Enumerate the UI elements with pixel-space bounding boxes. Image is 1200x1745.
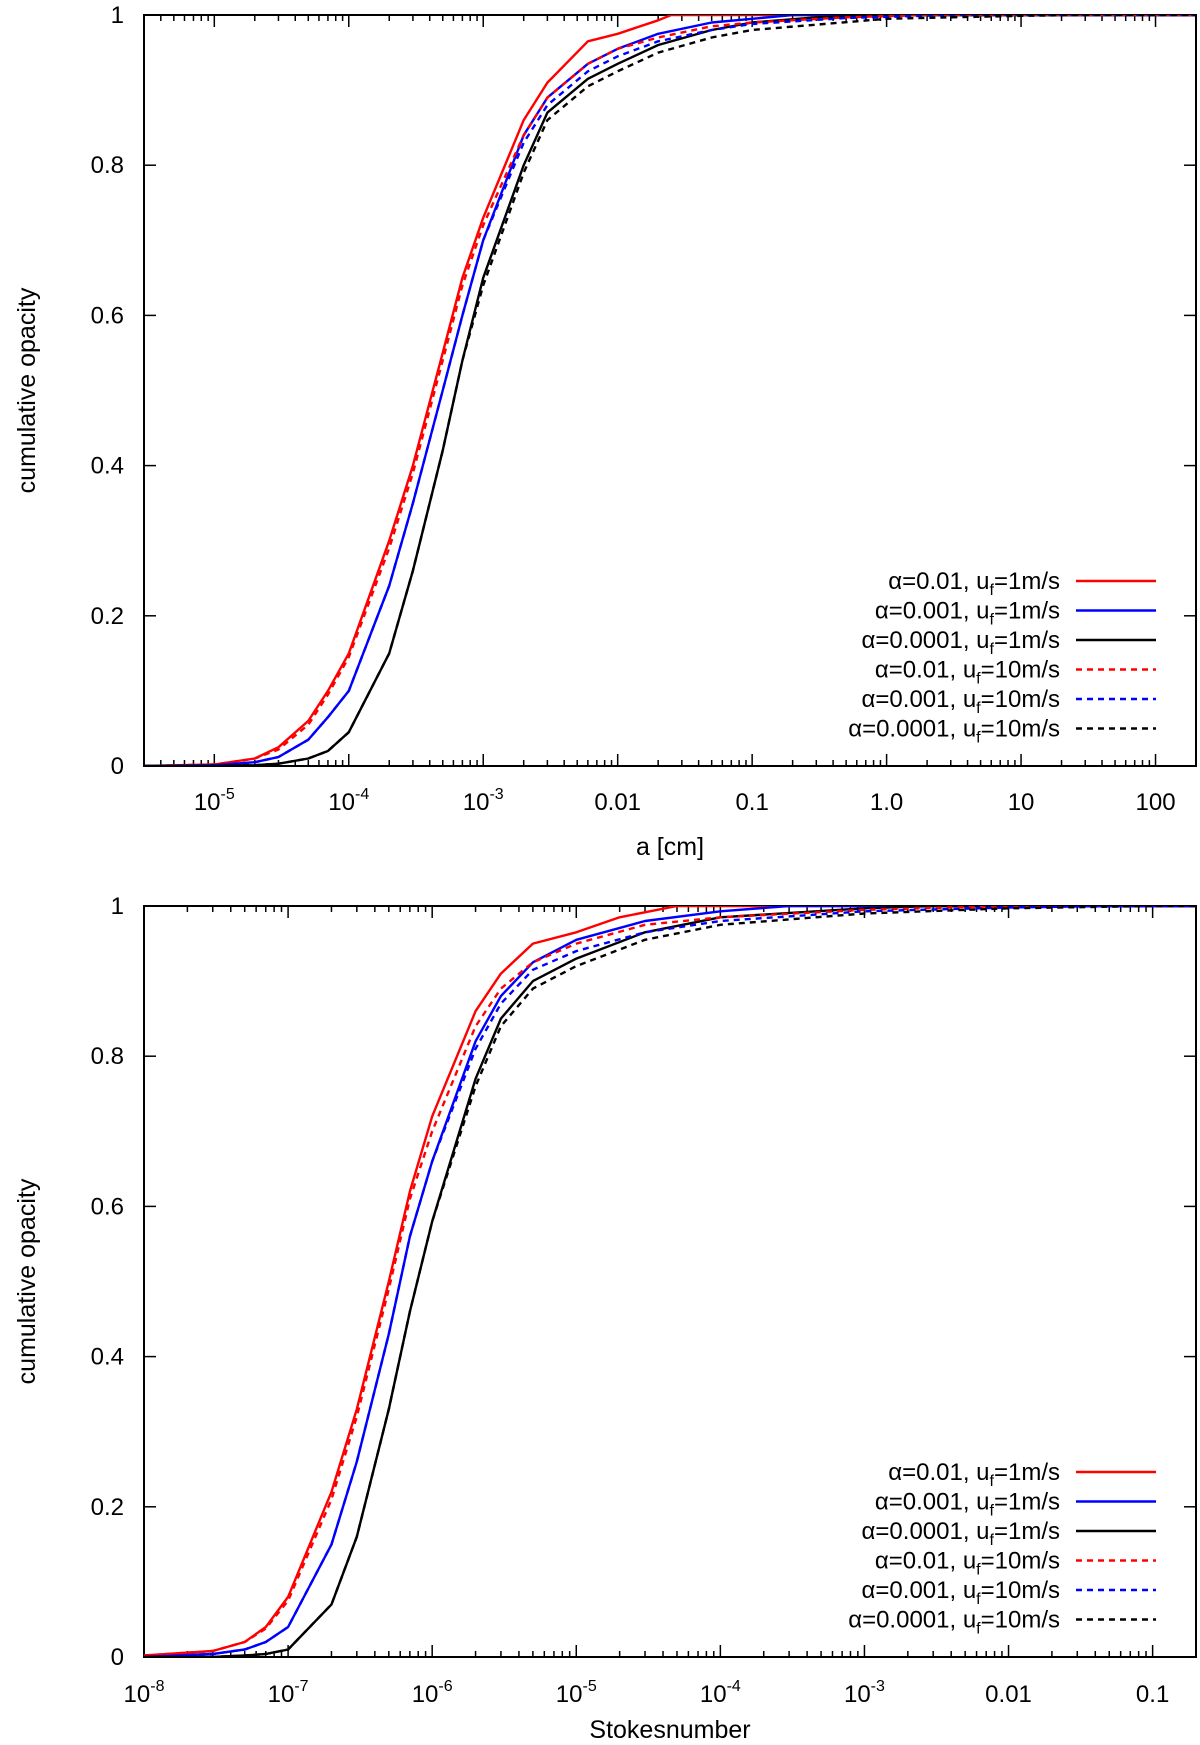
x-tick-label: 0.01 [985, 1681, 1032, 1708]
y-tick-label: 0.6 [91, 1193, 124, 1220]
series-line [144, 15, 1196, 766]
y-tick-label: 0.4 [91, 1344, 124, 1371]
legend-entry-label: α=0.0001, uf=1m/s [862, 627, 1060, 658]
x-tick-label: 10-4 [328, 786, 369, 816]
legend-entry-label: α=0.001, uf=1m/s [875, 1489, 1060, 1520]
x-axis-label: a [cm] [636, 833, 704, 861]
series-line [144, 906, 1196, 1657]
x-tick-label: 0.01 [594, 789, 641, 816]
y-axis-label: cumulative opacity [13, 287, 41, 493]
legend-entry-label: α=0.001, uf=10m/s [862, 686, 1060, 717]
series-line [144, 15, 1196, 766]
x-tick-label: 0.1 [735, 789, 768, 816]
x-tick-label: 1.0 [870, 789, 903, 816]
x-tick-label: 10-8 [124, 1678, 165, 1708]
y-tick-label: 0.2 [91, 603, 124, 630]
opacity-vs-size-chart: 10-5 10-4 10-3 0.01 0.1 1.0 10 100 0 0.2 0.4 0.6 0.8… [13, 2, 1197, 861]
x-tick-label: 10-3 [844, 1678, 885, 1708]
y-tick-label: 0.8 [91, 1043, 124, 1070]
legend-entry-label: α=0.01, uf=1m/s [888, 568, 1060, 599]
opacity-vs-stokesnumber-chart: 10-8 10-7 10-6 10-5 10-4 10-3 0.01 0.1 0 0.2 0.4 0.… [13, 893, 1197, 1744]
legend-entry-label: α=0.01, uf=1m/s [888, 1459, 1060, 1490]
legend-entry-label: α=0.001, uf=1m/s [875, 598, 1060, 629]
x-tick-label: 10-3 [463, 786, 504, 816]
series-line [144, 906, 1196, 1657]
y-tick-label: 1 [111, 893, 124, 920]
x-tick-label: 100 [1136, 789, 1176, 816]
y-tick-label: 0.4 [91, 453, 124, 480]
x-tick-label: 10 [1008, 789, 1035, 816]
x-axis-label: Stokesnumber [589, 1716, 750, 1744]
y-axis-label: cumulative opacity [13, 1178, 41, 1384]
legend-entry-label: α=0.0001, uf=10m/s [848, 1607, 1060, 1638]
y-tick-label: 0.2 [91, 1494, 124, 1521]
y-tick-label: 1 [111, 2, 124, 29]
series-line [144, 906, 1196, 1657]
x-tick-label: 10-6 [412, 1678, 453, 1708]
plot-frame [143, 905, 1197, 1658]
x-tick-label: 0.1 [1136, 1681, 1169, 1708]
legend-entry-label: α=0.0001, uf=10m/s [848, 716, 1060, 747]
legend-entry-label: α=0.001, uf=10m/s [862, 1577, 1060, 1608]
y-tick-label: 0.6 [91, 302, 124, 329]
legend-entry-label: α=0.0001, uf=1m/s [862, 1518, 1060, 1549]
y-tick-label: 0 [111, 753, 124, 780]
y-tick-label: 0 [111, 1644, 124, 1671]
legend-entry-label: α=0.01, uf=10m/s [875, 657, 1060, 688]
x-tick-label: 10-5 [194, 786, 235, 816]
x-tick-label: 10-5 [556, 1678, 597, 1708]
series-line [144, 15, 1196, 766]
series-line [144, 15, 1196, 766]
x-tick-label: 10-4 [700, 1678, 741, 1708]
x-tick-label: 10-7 [268, 1678, 309, 1708]
y-tick-label: 0.8 [91, 152, 124, 179]
legend-entry-label: α=0.01, uf=10m/s [875, 1548, 1060, 1579]
series-line [144, 906, 1196, 1657]
